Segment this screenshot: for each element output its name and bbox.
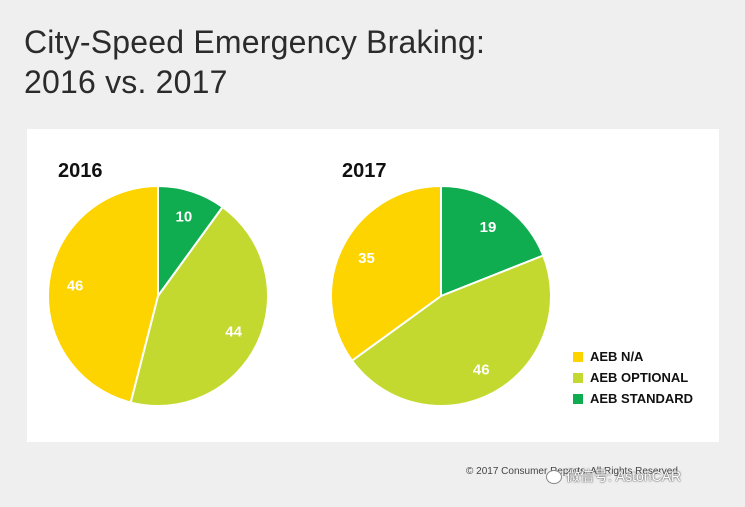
data-label-2016-aeb-standard: 10 [175, 208, 192, 225]
legend-swatch-aeb_optional [573, 373, 583, 383]
data-label-2016-aeb-n-a: 46 [67, 278, 84, 295]
chart-panel: 2016 10 44 46 2017 19 46 35 AEB N/A AEB OPTIONAL A… [27, 129, 719, 442]
data-label-2017-aeb-n-a: 35 [358, 250, 375, 267]
slice-2017-aeb-n-a [330, 184, 442, 363]
page-title: City-Speed Emergency Braking: 2016 vs. 2… [24, 22, 485, 102]
slice-2017-aeb-optional [350, 254, 552, 407]
chart-title-2016: 2016 [58, 160, 103, 182]
watermark-text: 微信号: AstonCAR [566, 468, 682, 484]
title-line-1: City-Speed Emergency Braking: [24, 24, 486, 60]
slice-2017-aeb-standard [440, 184, 545, 298]
legend-swatch-aeb_standard [573, 394, 583, 404]
watermark: 微信号: AstonCAR [546, 466, 681, 486]
pie-charts: 2016 10 44 46 2017 19 46 35 AEB N/A AEB OPTIONAL A… [47, 160, 693, 407]
legend-swatch-aeb_na [573, 352, 583, 362]
legend-label-aeb_optional: AEB OPTIONAL [590, 370, 688, 385]
data-label-2017-aeb-standard: 19 [480, 219, 497, 236]
title-line-2: 2016 vs. 2017 [24, 64, 228, 100]
slice-2016-aeb-n-a [47, 184, 159, 404]
data-label-2017-aeb-optional: 46 [473, 361, 490, 378]
slice-2016-aeb-optional [129, 205, 269, 407]
legend-label-aeb_na: AEB N/A [590, 349, 644, 364]
legend-label-aeb_standard: AEB STANDARD [590, 391, 693, 406]
wechat-icon [546, 470, 562, 485]
data-label-2016-aeb-optional: 44 [225, 324, 242, 341]
copyright-footer: © 2017 Consumer Reports. All Rights Rese… [466, 466, 681, 477]
chart-title-2017: 2017 [342, 160, 387, 182]
